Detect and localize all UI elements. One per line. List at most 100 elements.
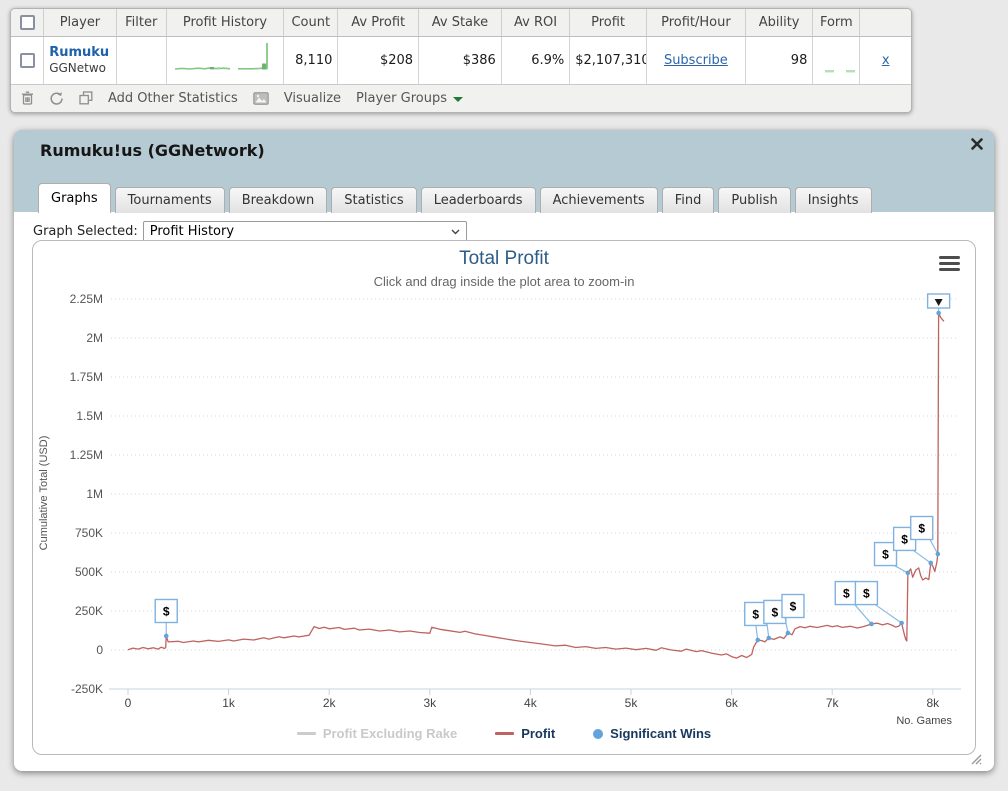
col-header-filter[interactable]: Filter: [116, 9, 167, 37]
copy-icon[interactable]: [79, 91, 93, 105]
svg-text:5k: 5k: [625, 696, 639, 710]
significant-win-marker[interactable]: $: [154, 598, 178, 639]
filter-cell: [116, 36, 167, 85]
legend-dot-icon: [593, 728, 604, 739]
resize-grip-icon[interactable]: [969, 752, 982, 765]
av-stake-cell: $386: [418, 36, 502, 85]
profit-chart: Total Profit Click and drag inside the p…: [32, 240, 976, 755]
trash-icon[interactable]: [21, 91, 34, 106]
legend-item-significant-wins[interactable]: Significant Wins: [593, 726, 711, 741]
significant-win-marker[interactable]: [926, 293, 951, 316]
remove-row-link[interactable]: x: [881, 52, 890, 68]
chart-title: Total Profit: [459, 248, 549, 269]
form-cell: [812, 36, 861, 85]
player-detail-panel: Rumuku!us (GGNetwork) Graphs Tournaments B…: [14, 130, 994, 771]
svg-text:Cumulative Total (USD): Cumulative Total (USD): [38, 436, 50, 551]
results-table: Player Filter Profit History Count Av Pr…: [11, 9, 911, 85]
svg-text:1k: 1k: [222, 696, 236, 710]
col-header-player[interactable]: Player: [43, 9, 117, 37]
svg-text:$: $: [163, 605, 170, 619]
significant-win-marker[interactable]: $: [854, 580, 904, 626]
graph-selector-value: Profit History: [149, 224, 235, 239]
subscribe-link[interactable]: Subscribe: [663, 52, 728, 68]
svg-text:1M: 1M: [86, 487, 103, 501]
player-groups-dropdown[interactable]: Player Groups: [356, 91, 464, 106]
svg-text:2.25M: 2.25M: [70, 292, 103, 306]
col-header-actions: [859, 9, 911, 37]
svg-text:4k: 4k: [524, 696, 538, 710]
select-all-checkbox[interactable]: [19, 14, 35, 30]
av-roi-cell: 6.9%: [501, 36, 571, 85]
row-checkbox[interactable]: [19, 52, 35, 68]
chevron-down-icon: [451, 229, 460, 235]
profit-line: [127, 312, 945, 659]
results-toolbar: Add Other Statistics Visualize Player Gr…: [11, 84, 911, 112]
tab-achievements[interactable]: Achievements: [539, 187, 658, 213]
svg-text:$: $: [790, 600, 797, 614]
graph-selector[interactable]: Profit History: [142, 221, 467, 242]
tab-statistics[interactable]: Statistics: [331, 187, 417, 213]
svg-text:$: $: [863, 587, 870, 601]
player-results-widget: Player Filter Profit History Count Av Pr…: [10, 8, 912, 113]
col-header-av-stake[interactable]: Av Stake: [418, 9, 502, 37]
player-name-link[interactable]: Rumuku: [49, 45, 110, 60]
player-network: GGNetwo: [49, 61, 107, 75]
svg-text:-250K: -250K: [71, 682, 103, 696]
col-header-profit-history[interactable]: Profit History: [166, 9, 285, 37]
svg-text:8k: 8k: [926, 696, 940, 710]
significant-win-marker[interactable]: $: [873, 541, 911, 576]
svg-text:2k: 2k: [323, 696, 337, 710]
panel-title: Rumuku!us (GGNetwork): [40, 141, 265, 160]
graph-selected-label: Graph Selected:: [33, 224, 138, 239]
significant-win-marker[interactable]: $: [781, 593, 805, 636]
svg-text:$: $: [882, 548, 889, 562]
tab-breakdown[interactable]: Breakdown: [228, 187, 328, 213]
plot-area[interactable]: -250K 0 250K 500K 750K 1M 1.25M 1.5M 1.75M 2M 2.25…: [33, 241, 975, 754]
chart-legend: Profit Excluding Rake Profit Significant W…: [33, 726, 975, 741]
svg-text:1.25M: 1.25M: [70, 448, 103, 462]
col-header-av-roi[interactable]: Av ROI: [501, 9, 571, 37]
svg-text:$: $: [772, 605, 779, 619]
count-cell: 8,110: [283, 36, 339, 85]
legend-item-profit-excluding-rake[interactable]: Profit Excluding Rake: [296, 726, 457, 741]
svg-text:2M: 2M: [86, 331, 103, 345]
legend-line-icon: [495, 732, 515, 735]
profit-history-sparkline-icon: [175, 43, 269, 70]
tab-insights[interactable]: Insights: [794, 187, 872, 213]
svg-text:$: $: [752, 607, 759, 621]
player-cell[interactable]: Rumuku GGNetwo: [43, 36, 117, 85]
svg-text:$: $: [843, 587, 850, 601]
form-sparkline-icon: [825, 70, 856, 73]
close-icon[interactable]: [971, 138, 983, 150]
col-header-profit[interactable]: Profit: [569, 9, 647, 37]
col-header-form[interactable]: Form: [812, 9, 861, 37]
svg-text:0: 0: [96, 643, 103, 657]
tab-publish[interactable]: Publish: [718, 187, 791, 213]
av-profit-cell: $208: [337, 36, 420, 85]
svg-text:750K: 750K: [75, 526, 103, 540]
col-header-ability[interactable]: Ability: [745, 9, 814, 37]
tab-leaderboards[interactable]: Leaderboards: [420, 187, 536, 213]
col-header-av-profit[interactable]: Av Profit: [337, 9, 420, 37]
profit-history-cell[interactable]: [166, 36, 285, 85]
table-row: Rumuku GGNetwo 8,110 $208 $386: [11, 36, 911, 85]
refresh-icon[interactable]: [49, 91, 64, 106]
tab-find[interactable]: Find: [661, 187, 715, 213]
tab-graphs[interactable]: Graphs: [38, 183, 111, 213]
svg-text:$: $: [901, 532, 908, 546]
hamburger-menu-icon[interactable]: [939, 256, 960, 274]
legend-item-profit[interactable]: Profit: [495, 726, 555, 741]
chart-subtitle: Click and drag inside the plot area to z…: [373, 274, 635, 289]
visualize-button[interactable]: Visualize: [283, 90, 342, 106]
tab-bar: Graphs Tournaments Breakdown Statistics Lead…: [38, 183, 876, 213]
add-other-statistics-button[interactable]: Add Other Statistics: [108, 90, 238, 106]
svg-text:7k: 7k: [826, 696, 840, 710]
tab-tournaments[interactable]: Tournaments: [114, 187, 225, 213]
svg-text:6k: 6k: [725, 696, 739, 710]
caret-down-icon: [453, 96, 464, 102]
col-header-count[interactable]: Count: [283, 9, 339, 37]
col-header-profit-hour[interactable]: Profit/Hour: [646, 9, 746, 37]
significant-win-marker[interactable]: $: [910, 515, 941, 557]
svg-text:0: 0: [125, 696, 132, 710]
significant-win-marker[interactable]: $: [744, 601, 768, 643]
